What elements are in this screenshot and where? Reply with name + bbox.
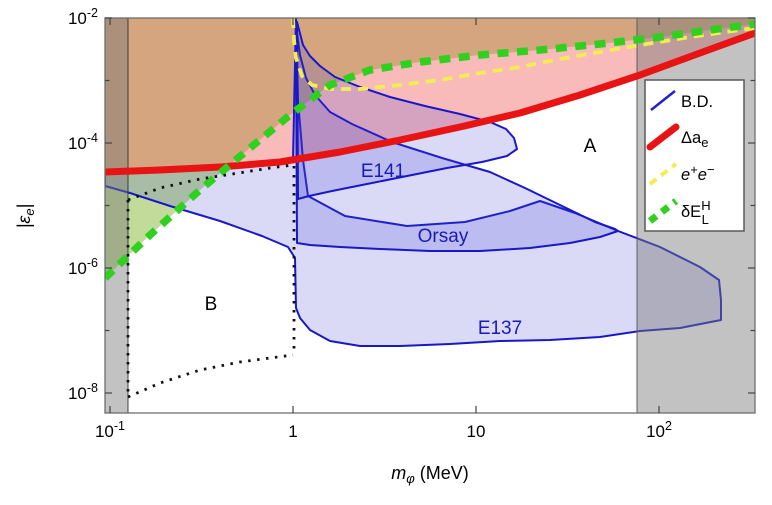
axis-ticks xyxy=(105,17,755,413)
y-axis-label: |εe| xyxy=(14,204,37,229)
legend-bd-line-icon xyxy=(650,90,676,111)
dotted-guides xyxy=(126,163,296,399)
y-tick-1e-2: 10-2 xyxy=(68,6,98,28)
delta-el-excluded-region xyxy=(105,18,755,278)
region-label-orsay: Orsay xyxy=(418,226,469,247)
e141-region xyxy=(296,21,518,200)
dotted-guide-lower xyxy=(127,353,294,399)
y-tick-1e-8: 10-8 xyxy=(68,381,98,403)
orsay-region xyxy=(295,24,619,252)
region-label-e137: E137 xyxy=(478,318,522,339)
dotted-guide-upper xyxy=(127,163,294,202)
legend-label-del: δEH L xyxy=(681,198,711,227)
y-tick-1e-6: 10-6 xyxy=(68,256,98,278)
legend-ee-line-icon xyxy=(648,162,678,186)
legend-del-line-icon xyxy=(647,198,679,224)
region-label-b: B xyxy=(205,294,218,315)
legend-label-ee: e+e− xyxy=(681,162,715,184)
legend-label-dae: Δae xyxy=(681,129,708,150)
legend-box xyxy=(644,79,745,232)
x-tick-0p1: 10-1 xyxy=(95,419,125,441)
x-tick-1: 1 xyxy=(288,422,297,441)
delta-el-line xyxy=(105,20,755,281)
x-axis-label: mφ (MeV) xyxy=(391,463,468,486)
region-label-e141: E141 xyxy=(361,161,405,182)
plot-frame xyxy=(104,17,756,414)
e137-region xyxy=(105,18,722,347)
legend: B.D. Δae e+e− δEH L xyxy=(644,79,745,232)
legend-label-bd: B.D. xyxy=(681,93,713,111)
ee-line xyxy=(291,18,755,91)
region-label-a: A xyxy=(584,136,597,157)
legend-dae-line-icon xyxy=(646,123,680,151)
x-tick-100: 102 xyxy=(646,419,672,441)
gray-band-left xyxy=(105,18,128,413)
dae-line xyxy=(105,29,755,176)
y-tick-1e-4: 10-4 xyxy=(68,131,98,153)
x-tick-10: 10 xyxy=(467,422,486,441)
